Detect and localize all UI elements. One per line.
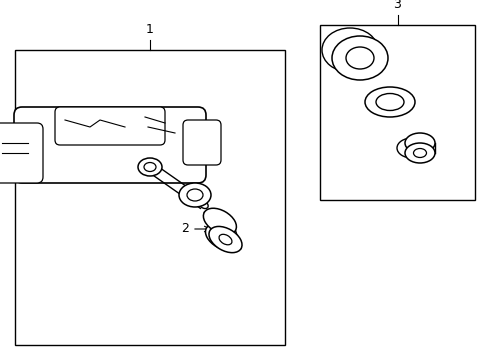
Text: 3: 3: [393, 0, 401, 11]
Bar: [320, 25, 475, 200]
Ellipse shape: [138, 158, 162, 176]
Ellipse shape: [365, 87, 415, 117]
Ellipse shape: [205, 224, 239, 250]
Text: 2: 2: [181, 222, 189, 235]
FancyBboxPatch shape: [0, 123, 43, 183]
Ellipse shape: [405, 133, 435, 153]
Ellipse shape: [187, 189, 203, 201]
Ellipse shape: [376, 94, 404, 111]
Ellipse shape: [198, 200, 208, 208]
Ellipse shape: [203, 208, 237, 234]
Ellipse shape: [346, 47, 374, 69]
Ellipse shape: [209, 226, 242, 253]
Ellipse shape: [397, 138, 427, 158]
Ellipse shape: [219, 234, 232, 245]
Ellipse shape: [405, 143, 435, 163]
FancyBboxPatch shape: [183, 120, 221, 165]
Ellipse shape: [179, 183, 211, 207]
Ellipse shape: [144, 162, 156, 171]
FancyBboxPatch shape: [14, 107, 206, 183]
Ellipse shape: [332, 36, 388, 80]
Bar: [15, 50, 285, 345]
Text: 1: 1: [146, 23, 154, 36]
Ellipse shape: [322, 28, 378, 72]
FancyBboxPatch shape: [55, 107, 165, 145]
Ellipse shape: [414, 148, 426, 158]
